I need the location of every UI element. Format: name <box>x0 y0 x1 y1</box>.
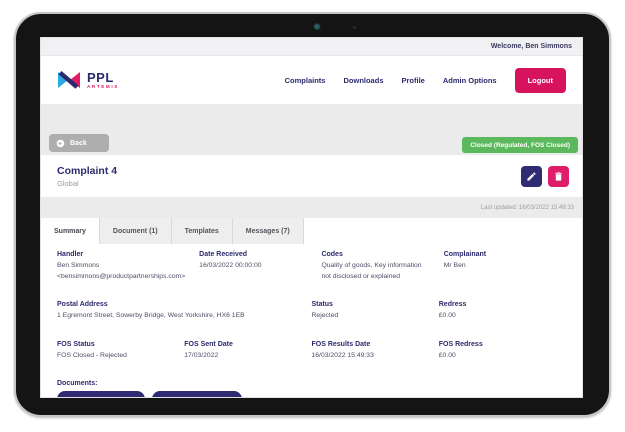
field-value-email: <bensimmons@productpartnerships.com> <box>57 272 186 280</box>
field-complainant: Complainant Mr Ben <box>444 251 566 282</box>
complaint-header: Complaint 4 Global <box>41 155 582 197</box>
trash-icon <box>555 171 562 181</box>
last-updated-text: Last updated: 16/03/2022 15:49:33 <box>480 204 574 211</box>
documents-buttons <box>57 391 566 397</box>
field-label: FOS Results Date <box>311 340 371 348</box>
field-postal-address: Postal Address 1 Egremont Street, Sowerb… <box>57 301 312 322</box>
tab-messages[interactable]: Messages (7) <box>232 218 304 244</box>
field-fos-sent-date: FOS Sent Date 17/03/2022 <box>184 341 311 362</box>
field-value: 1 Egremont Street, Sowerby Bridge, West … <box>57 312 245 320</box>
sensor-dot-icon <box>353 26 356 29</box>
delete-button[interactable] <box>548 165 569 187</box>
edit-button[interactable] <box>521 165 542 187</box>
field-status: Status Rejected <box>312 301 439 322</box>
tab-templates[interactable]: Templates <box>171 218 233 244</box>
field-row-3: FOS Status FOS Closed - Rejected FOS Sen… <box>57 341 566 362</box>
brand-name: PPL <box>87 69 114 85</box>
field-fos-status: FOS Status FOS Closed - Rejected <box>57 341 184 362</box>
brand-wordmark: PPL ARTEMIS <box>87 71 119 90</box>
title-block: Complaint 4 Global <box>57 165 117 188</box>
field-label: FOS Redress <box>438 340 483 348</box>
field-value: Rejected <box>311 312 339 320</box>
field-handler: Handler Ben Simmons <bensimmons@productp… <box>57 251 199 282</box>
document-button-1[interactable] <box>57 391 145 397</box>
field-row-2: Postal Address 1 Egremont Street, Sowerb… <box>57 301 566 322</box>
pencil-icon <box>527 171 536 181</box>
tablet-frame: Welcome, Ben Simmons PPL ARTEMIS Complai… <box>14 12 611 417</box>
documents-label: Documents: <box>57 380 98 388</box>
action-band: Back Closed (Regulated, FOS Closed) <box>41 104 582 155</box>
field-label: Complainant <box>443 251 487 258</box>
field-label: Postal Address <box>57 301 108 309</box>
ppl-logo-icon <box>58 71 80 89</box>
field-label: Handler <box>57 251 84 258</box>
nav-item-downloads[interactable]: Downloads <box>343 75 384 85</box>
field-value: Ben Simmons <box>57 262 100 269</box>
field-label: FOS Sent Date <box>184 340 233 348</box>
tab-bar: Summary Document (1) Templates Messages … <box>41 218 582 244</box>
brand-subname: ARTEMIS <box>87 83 119 89</box>
arrow-left-circle-icon <box>56 139 65 147</box>
field-redress: Redress £0.00 <box>439 301 566 322</box>
navbar: PPL ARTEMIS Complaints Downloads Profile… <box>41 56 582 104</box>
field-label: Redress <box>438 301 467 309</box>
back-label: Back <box>70 139 87 147</box>
brand-logo[interactable]: PPL ARTEMIS <box>56 70 119 90</box>
field-label: FOS Status <box>57 340 95 348</box>
field-value: Quality of goods, Key information not di… <box>321 262 422 280</box>
welcome-text: Welcome, Ben Simmons <box>490 43 572 50</box>
page-subtitle: Global <box>57 178 79 188</box>
document-button-2[interactable] <box>152 391 242 397</box>
last-updated-strip: Last updated: 16/03/2022 15:49:33 <box>41 197 582 218</box>
logout-button[interactable]: Logout <box>514 67 566 93</box>
field-label: Status <box>311 301 333 309</box>
page-title: Complaint 4 <box>57 164 118 177</box>
field-value: 17/03/2022 <box>184 351 219 359</box>
field-value: 16/03/2022 00:00:00 <box>199 262 262 269</box>
nav-menu: Complaints Downloads Profile Admin Optio… <box>284 67 566 93</box>
welcome-bar: Welcome, Ben Simmons <box>41 38 582 56</box>
field-fos-redress: FOS Redress £0.00 <box>439 341 566 362</box>
tab-document[interactable]: Document (1) <box>99 218 172 244</box>
nav-item-admin-options[interactable]: Admin Options <box>442 75 497 85</box>
tab-summary[interactable]: Summary <box>41 218 100 244</box>
field-value: Mr Ben <box>443 262 466 269</box>
field-value: £0.00 <box>438 312 456 320</box>
status-badge: Closed (Regulated, FOS Closed) <box>462 137 578 153</box>
title-actions <box>521 165 569 187</box>
field-codes: Codes Quality of goods, Key information … <box>321 251 443 282</box>
nav-item-complaints[interactable]: Complaints <box>284 75 326 85</box>
back-button[interactable]: Back <box>49 134 109 152</box>
nav-item-profile[interactable]: Profile <box>401 75 425 85</box>
summary-panel: Handler Ben Simmons <bensimmons@productp… <box>41 244 582 397</box>
field-fos-results-date: FOS Results Date 16/03/2022 15:49:33 <box>312 341 439 362</box>
app-screen: Welcome, Ben Simmons PPL ARTEMIS Complai… <box>40 37 583 398</box>
field-value: £0.00 <box>438 351 456 359</box>
field-value: 16/03/2022 15:49:33 <box>311 351 374 359</box>
field-label: Date Received <box>199 251 248 258</box>
field-label: Codes <box>321 251 343 258</box>
field-row-1: Handler Ben Simmons <bensimmons@productp… <box>57 251 566 282</box>
camera-icon <box>313 23 321 31</box>
field-value: FOS Closed - Rejected <box>57 351 127 359</box>
field-date-received: Date Received 16/03/2022 00:00:00 <box>199 251 321 282</box>
